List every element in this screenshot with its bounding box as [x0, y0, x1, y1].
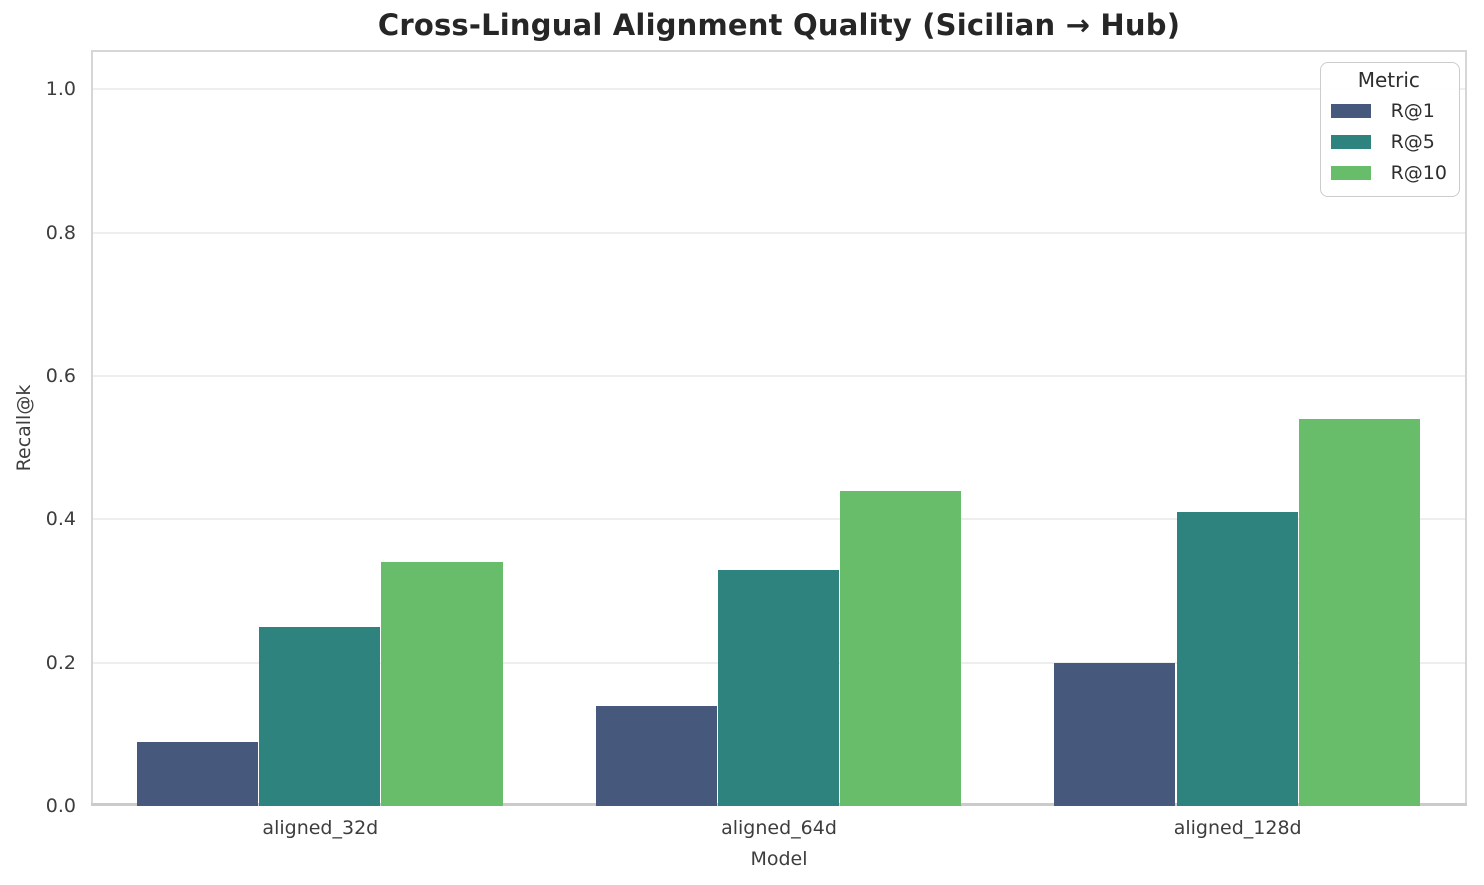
legend-item-r1: R@1: [1330, 95, 1447, 126]
legend-swatch-r1: [1330, 103, 1371, 118]
chart-title: Cross-Lingual Alignment Quality (Sicilia…: [377, 8, 1181, 42]
legend-item-r10: R@10: [1330, 157, 1447, 188]
legend-item-label: R@10: [1390, 161, 1447, 184]
y-gridline: [91, 231, 1467, 234]
top-spine: [91, 50, 1467, 52]
left-spine: [91, 50, 93, 806]
legend-swatch-r5: [1330, 134, 1371, 149]
bar-aligned_64d-r5: [717, 569, 840, 806]
plot-area: Recall@k Model Metric R@1 R@5 R@10 0.0 0.2 0…: [13, 50, 1467, 870]
bar-aligned_32d-r1: [136, 741, 259, 806]
x-tick-label: aligned_32d: [262, 817, 379, 839]
y-axis-label: Recall@k: [13, 384, 35, 472]
y-gridline: [91, 88, 1467, 91]
y-tick-label: 0.6: [45, 365, 76, 388]
legend-title: Metric: [1357, 68, 1420, 92]
bar-aligned_32d-r5: [259, 626, 381, 806]
bar-aligned_64d-r1: [595, 705, 717, 806]
legend: Metric R@1 R@5 R@10: [1319, 62, 1460, 197]
y-tick-label: 0.8: [45, 221, 76, 244]
y-tick-label: 0.0: [45, 795, 76, 817]
x-tick-label: aligned_128d: [1173, 817, 1302, 839]
legend-swatch-r10: [1330, 165, 1371, 180]
y-tick-label: 0.4: [45, 508, 76, 531]
bar-aligned_128d-r5: [1176, 512, 1298, 806]
legend-items: R@1 R@5 R@10: [1330, 95, 1447, 188]
legend-item-r5: R@5: [1330, 126, 1447, 157]
y-gridline: [91, 518, 1467, 521]
y-tick-label: 0.2: [45, 651, 76, 674]
x-axis-label: Model: [750, 848, 808, 870]
right-spine: [1465, 50, 1467, 806]
legend-item-label: R@1: [1390, 99, 1435, 122]
bar-aligned_32d-r10: [381, 562, 503, 806]
y-gridline: [91, 375, 1467, 378]
bar-aligned_64d-r10: [840, 490, 962, 806]
y-tick-label: 1.0: [45, 78, 76, 101]
legend-item-label: R@5: [1390, 130, 1435, 153]
bar-aligned_128d-r10: [1298, 419, 1421, 806]
x-tick-label: aligned_64d: [721, 817, 837, 839]
bar-aligned_128d-r1: [1054, 662, 1176, 806]
